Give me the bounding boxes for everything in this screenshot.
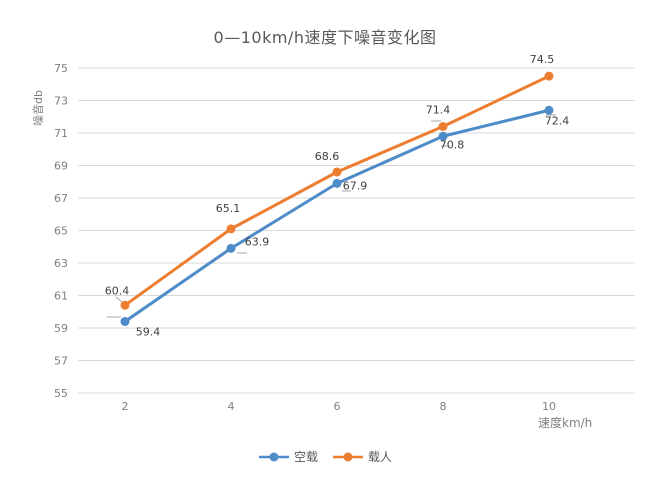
data-point-载人 bbox=[120, 300, 130, 310]
data-label-载人: 65.1 bbox=[216, 202, 241, 215]
data-point-空载 bbox=[332, 178, 342, 188]
data-label-空载: 67.9 bbox=[343, 179, 368, 192]
y-tick-label: 57 bbox=[54, 355, 68, 368]
y-tick-label: 71 bbox=[54, 127, 68, 140]
y-tick-label: 67 bbox=[54, 192, 68, 205]
data-point-空载 bbox=[226, 243, 236, 253]
data-label-载人: 74.5 bbox=[530, 53, 555, 66]
y-tick-label: 73 bbox=[54, 95, 68, 108]
legend-label-loaded: 载人 bbox=[368, 450, 393, 464]
y-tick-label: 61 bbox=[54, 290, 68, 303]
x-tick-label: 4 bbox=[228, 400, 235, 413]
y-tick-label: 59 bbox=[54, 322, 68, 335]
x-tick-label: 10 bbox=[542, 400, 556, 413]
x-tick-label: 8 bbox=[440, 400, 447, 413]
data-label-空载: 63.9 bbox=[245, 235, 270, 248]
x-tick-label: 6 bbox=[334, 400, 341, 413]
data-point-载人 bbox=[226, 224, 236, 234]
legend-marker-loaded-icon bbox=[333, 452, 363, 461]
data-label-空载: 72.4 bbox=[545, 114, 570, 127]
y-tick-label: 65 bbox=[54, 225, 68, 238]
y-tick-label: 63 bbox=[54, 257, 68, 270]
legend-marker-empty-load-icon bbox=[258, 452, 289, 461]
data-label-leader bbox=[115, 296, 124, 304]
data-label-载人: 71.4 bbox=[426, 104, 451, 117]
data-point-载人 bbox=[544, 71, 554, 81]
legend: 空载 载人 bbox=[0, 448, 650, 465]
data-point-空载 bbox=[438, 131, 448, 141]
legend-item-empty-load[interactable]: 空载 bbox=[258, 448, 318, 465]
series-line-载人 bbox=[123, 74, 551, 307]
series-line-空载 bbox=[123, 108, 551, 323]
data-label-载人: 60.4 bbox=[105, 284, 130, 297]
data-label-空载: 70.8 bbox=[440, 138, 465, 151]
data-label-载人: 68.6 bbox=[315, 150, 340, 163]
data-point-空载 bbox=[544, 105, 554, 115]
data-point-空载 bbox=[120, 317, 130, 326]
y-tick-label: 55 bbox=[54, 387, 68, 400]
data-label-空载: 59.4 bbox=[136, 326, 161, 339]
y-tick-label: 69 bbox=[54, 160, 68, 173]
x-axis-title: 速度km/h bbox=[538, 416, 593, 430]
legend-label-empty-load: 空载 bbox=[293, 450, 318, 464]
x-tick-label: 2 bbox=[122, 400, 129, 413]
y-tick-label: 75 bbox=[54, 62, 68, 75]
chart-title: 0—10km/h速度下噪音变化图 bbox=[213, 28, 437, 47]
legend-item-loaded[interactable]: 载人 bbox=[332, 448, 392, 465]
data-point-载人 bbox=[438, 122, 448, 131]
data-point-载人 bbox=[332, 167, 342, 177]
